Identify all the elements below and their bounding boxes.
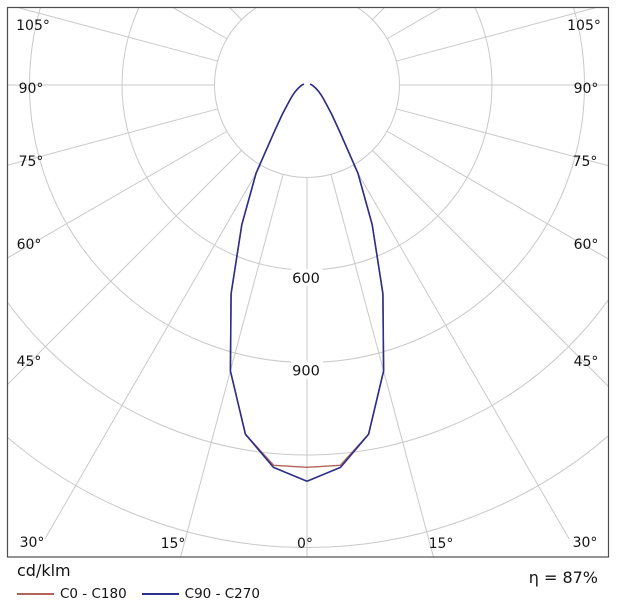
angle-label-0-105deg: 105°: [16, 18, 50, 34]
legend: cd/klm η = 87% C0 - C180 C90 - C270: [0, 557, 617, 612]
grid-spoke-30: [352, 164, 570, 540]
grid-ring-1200: [8, 299, 608, 456]
angle-label-13-90deg: 90°: [574, 81, 599, 97]
grid-spoke-345: [180, 174, 284, 557]
grid-spoke-135: [372, 8, 385, 20]
ring-label-900: 900: [292, 363, 320, 379]
ring-label-halo-900: [291, 361, 323, 379]
angle-label-10-45deg: 45°: [574, 354, 599, 370]
grid-spoke-105: [396, 8, 597, 62]
legend-row: C0 - C180 C90 - C270: [17, 586, 260, 602]
c90-c270-line-swatch: [141, 593, 179, 595]
grid-spoke-150: [353, 0, 569, 5]
ring-label-halo-600: [291, 268, 323, 286]
grid-spoke-45: [372, 150, 608, 387]
angle-label-9-30deg: 30°: [573, 535, 598, 551]
grid-spoke-210: [45, 0, 261, 5]
grid-spoke-15: [330, 174, 434, 557]
grid-spoke-225: [229, 8, 242, 20]
curve-c90-c270: [229, 83, 385, 483]
unit-label: cd/klm: [17, 561, 71, 580]
angle-label-2-75deg: 75°: [19, 154, 44, 170]
grid-spoke-330: [44, 164, 262, 540]
angle-label-1-90deg: 90°: [19, 81, 44, 97]
angle-label-12-75deg: 75°: [573, 154, 598, 170]
grid-spoke-315: [8, 150, 242, 385]
grid-spoke-75: [396, 108, 608, 167]
c0-c180-label: C0 - C180: [60, 586, 127, 602]
grid-spoke-285: [8, 108, 218, 166]
angle-label-4-45deg: 45°: [17, 354, 42, 370]
c0-c180-line-swatch: [17, 593, 54, 595]
ring-label-600: 600: [292, 271, 320, 287]
grid-spoke-255: [17, 8, 218, 62]
grid-spoke-60: [386, 130, 608, 260]
efficiency-label: η = 87%: [528, 568, 598, 587]
grid-spoke-300: [8, 130, 228, 259]
angle-label-14-105deg: 105°: [567, 18, 601, 34]
angle-label-11-60deg: 60°: [574, 237, 599, 253]
angle-label-6-15deg: 15°: [161, 536, 186, 552]
grid-ring-300: [214, 8, 400, 178]
angle-label-7-0deg: 0°: [297, 536, 313, 552]
angle-label-8-15deg: 15°: [429, 536, 454, 552]
angle-label-5-30deg: 30°: [20, 535, 45, 551]
plot-border: [6, 6, 610, 558]
angle-label-3-60deg: 60°: [17, 237, 42, 253]
c90-c270-label: C90 - C270: [184, 586, 260, 602]
